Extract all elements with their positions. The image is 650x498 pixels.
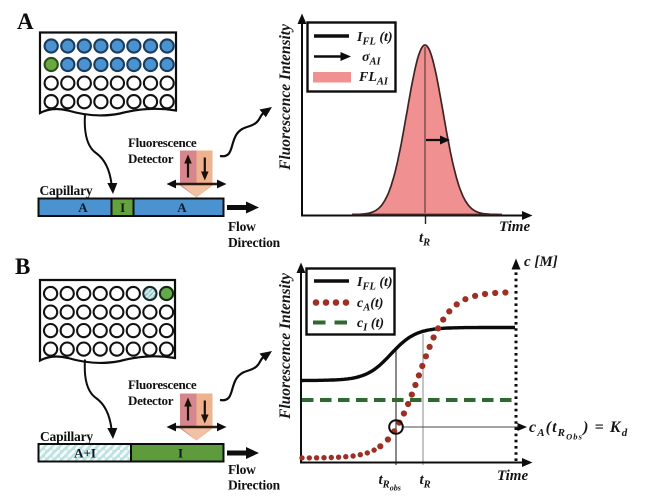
svg-text:A+I: A+I — [74, 446, 96, 461]
svg-text:I: I — [120, 200, 125, 215]
svg-text:A: A — [17, 9, 34, 34]
svg-text:Fluorescence: Fluorescence — [128, 377, 197, 392]
svg-text:c [M]: c [M] — [524, 254, 558, 270]
svg-text:tR: tR — [419, 230, 430, 249]
svg-text:tR: tR — [420, 472, 431, 491]
svg-text:cI (t): cI (t) — [357, 316, 384, 334]
svg-text:I: I — [178, 446, 183, 461]
svg-text:Direction: Direction — [228, 478, 281, 493]
svg-text:Fluorescence: Fluorescence — [128, 135, 197, 150]
svg-text:Detector: Detector — [128, 393, 174, 408]
svg-text:Fluorescence Intensity: Fluorescence Intensity — [277, 273, 294, 420]
svg-text:Flow: Flow — [228, 462, 256, 477]
svg-text:Fluorescence Intensity: Fluorescence Intensity — [277, 24, 294, 171]
svg-text:Time: Time — [497, 468, 528, 484]
svg-text:Capillary: Capillary — [40, 183, 93, 198]
svg-text:Capillary: Capillary — [40, 429, 93, 444]
svg-text:Direction: Direction — [228, 235, 281, 250]
svg-text:A: A — [177, 200, 187, 215]
svg-text:cA(t): cA(t) — [357, 296, 383, 314]
svg-text:A: A — [78, 200, 88, 215]
svg-text:Flow: Flow — [228, 219, 256, 234]
svg-text:Detector: Detector — [128, 151, 174, 166]
svg-text:Time: Time — [499, 219, 530, 235]
svg-text:B: B — [15, 254, 30, 279]
